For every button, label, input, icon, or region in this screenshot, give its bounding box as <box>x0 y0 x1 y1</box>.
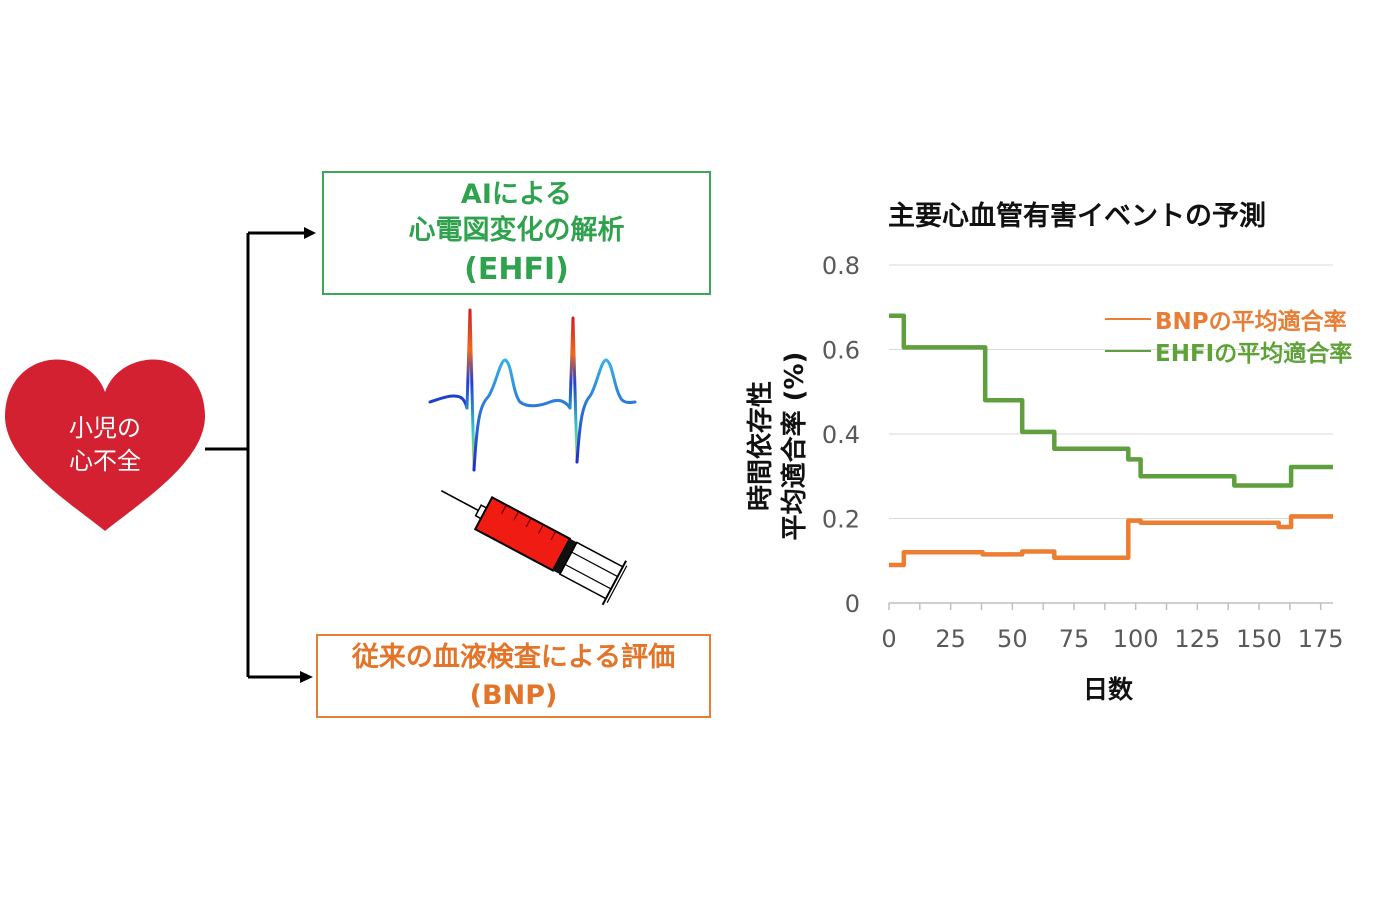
x-tick-label: 50 <box>997 625 1028 653</box>
y-tick-label: 0.4 <box>822 421 860 449</box>
y-tick-label: 0.2 <box>822 506 860 534</box>
legend-label-bnp: BNPの平均適合率 <box>1155 309 1347 335</box>
legend-label-ehfi: EHFIの平均適合率 <box>1155 341 1353 367</box>
legend-item-bnp: BNPの平均適合率 <box>1105 302 1347 336</box>
x-tick-label: 75 <box>1059 625 1090 653</box>
legend-swatch-bnp <box>1105 318 1151 320</box>
ai-ecg-analysis-box: AIによる 心電図変化の解析 (EHFI) <box>322 171 711 295</box>
connector-lines <box>205 231 306 679</box>
bnp-box-line2: (BNP) <box>469 680 558 711</box>
ecg-waveform-icon <box>428 308 637 472</box>
x-tick-label: 175 <box>1298 625 1344 653</box>
x-tick-label: 150 <box>1236 625 1282 653</box>
x-tick-label: 125 <box>1174 625 1220 653</box>
heart-label: 小児の 心不全 <box>40 412 170 478</box>
y-tick-label: 0.6 <box>822 337 860 365</box>
heart-icon <box>4 359 206 531</box>
x-tick-label: 0 <box>881 625 896 653</box>
heart-label-line1: 小児の <box>69 414 141 442</box>
ai-box-line2: 心電図変化の解析 <box>408 215 625 246</box>
y-tick-label: 0 <box>845 590 860 618</box>
ai-box-line3: (EHFI) <box>464 252 569 287</box>
chart-title: 主要心血管有害イベントの予測 <box>888 201 1266 232</box>
x-tick-label: 25 <box>935 625 966 653</box>
x-axis-title: 日数 <box>1083 675 1134 704</box>
bnp-box-line1: 従来の血液検査による評価 <box>351 642 676 673</box>
x-tick-label: 100 <box>1113 625 1159 653</box>
series-line-bnp <box>889 514 1333 568</box>
ai-box-line1: AIによる <box>460 179 573 210</box>
arrow-to-bnp-box <box>300 671 313 683</box>
arrow-to-ai-box <box>304 227 316 239</box>
series-line-ehfi <box>889 313 1333 488</box>
syringe-icon <box>440 490 628 606</box>
heart-label-line2: 心不全 <box>69 447 141 475</box>
y-tick-label: 0.8 <box>822 252 860 280</box>
legend-item-ehfi: EHFIの平均適合率 <box>1105 334 1352 368</box>
bnp-blood-test-box: 従来の血液検査による評価 (BNP) <box>316 634 711 718</box>
legend-swatch-ehfi <box>1105 350 1151 352</box>
